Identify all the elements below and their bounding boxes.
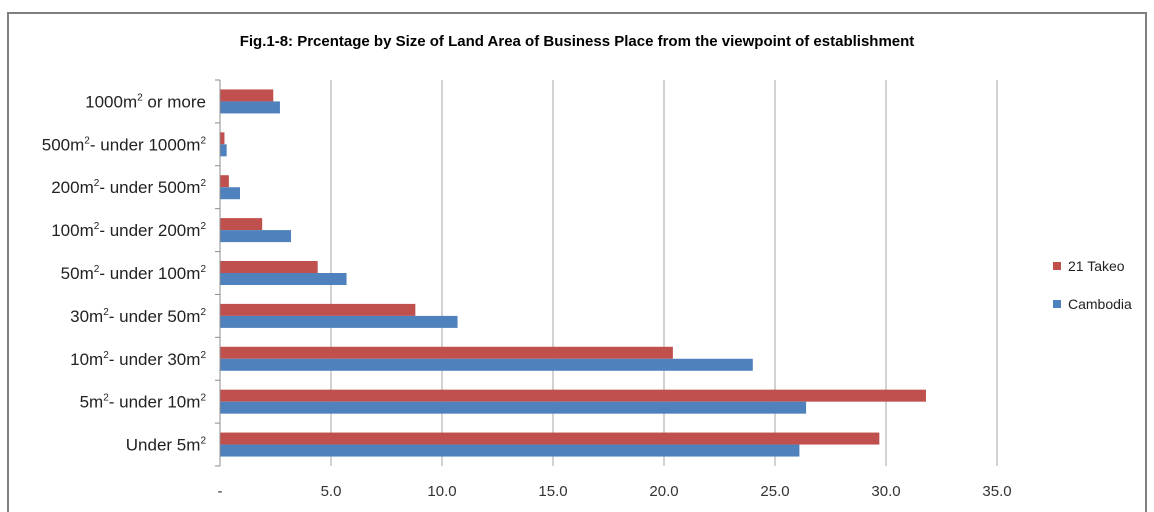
chart-frame — [7, 12, 1147, 512]
bars — [220, 89, 926, 457]
category-labels: 1000m2 or more 500m2- under 1000m2 200m2- … — [42, 92, 207, 454]
bar-cambodia — [220, 101, 280, 114]
x-tick-label: 25.0 — [760, 483, 789, 500]
bar-21-takeo — [220, 261, 318, 273]
category-label: 50m2- under 100m2 — [61, 264, 207, 283]
bar-21-takeo — [220, 175, 229, 188]
category-label: 10m2- under 30m2 — [70, 350, 206, 369]
tick-labels: - 5.0 10.0 15.0 20.0 25.0 30.0 35.0 — [218, 483, 1012, 500]
category-label: 1000m2 or more — [85, 92, 206, 111]
x-tick-label: - — [218, 483, 223, 500]
legend-label: Cambodia — [1068, 296, 1132, 312]
category-label: 200m2- under 500m2 — [51, 178, 206, 197]
bar-21-takeo — [220, 346, 673, 359]
bar-cambodia — [220, 315, 458, 328]
x-tick-label: 35.0 — [982, 483, 1011, 500]
bar-cambodia — [220, 273, 347, 285]
bar-21-takeo — [220, 432, 880, 445]
bar-cambodia — [220, 401, 807, 414]
bar-cambodia — [220, 187, 240, 200]
legend-swatch-21-takeo — [1053, 262, 1061, 270]
category-label: 100m2- under 200m2 — [51, 221, 206, 240]
chart-title: Fig.1-8: Prcentage by Size of Land Area … — [239, 33, 915, 50]
bar-21-takeo — [220, 218, 263, 231]
x-tick-label: 15.0 — [538, 483, 567, 500]
legend: 21 Takeo Cambodia — [1053, 258, 1132, 312]
x-tick-label: 5.0 — [321, 483, 342, 500]
bar-21-takeo — [220, 89, 274, 102]
bar-cambodia — [220, 358, 753, 371]
bar-cambodia — [220, 144, 227, 157]
bar-cambodia — [220, 444, 800, 457]
bar-21-takeo — [220, 303, 416, 316]
bar-21-takeo — [220, 132, 225, 145]
legend-label: 21 Takeo — [1068, 258, 1125, 274]
category-label: 500m2- under 1000m2 — [42, 135, 207, 154]
bar-cambodia — [220, 230, 292, 243]
x-tick-label: 10.0 — [427, 483, 456, 500]
x-tick-label: 30.0 — [871, 483, 900, 500]
category-label: 5m2- under 10m2 — [80, 393, 207, 412]
x-tick-label: 20.0 — [649, 483, 678, 500]
axis — [215, 79, 221, 467]
bar-21-takeo — [220, 389, 926, 402]
category-label: 30m2- under 50m2 — [70, 307, 206, 326]
legend-swatch-cambodia — [1053, 300, 1061, 308]
category-label: Under 5m2 — [126, 436, 207, 455]
